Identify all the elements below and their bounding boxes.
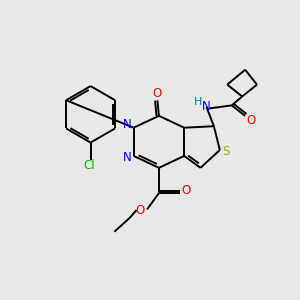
Text: O: O [136,204,145,218]
Text: H: H [194,97,202,107]
Text: O: O [153,87,162,100]
Text: Cl: Cl [83,159,95,172]
Text: N: N [123,151,131,164]
Text: O: O [246,114,256,127]
Text: S: S [223,145,230,158]
Text: N: N [202,100,211,113]
Text: O: O [181,184,190,196]
Text: N: N [123,118,131,131]
